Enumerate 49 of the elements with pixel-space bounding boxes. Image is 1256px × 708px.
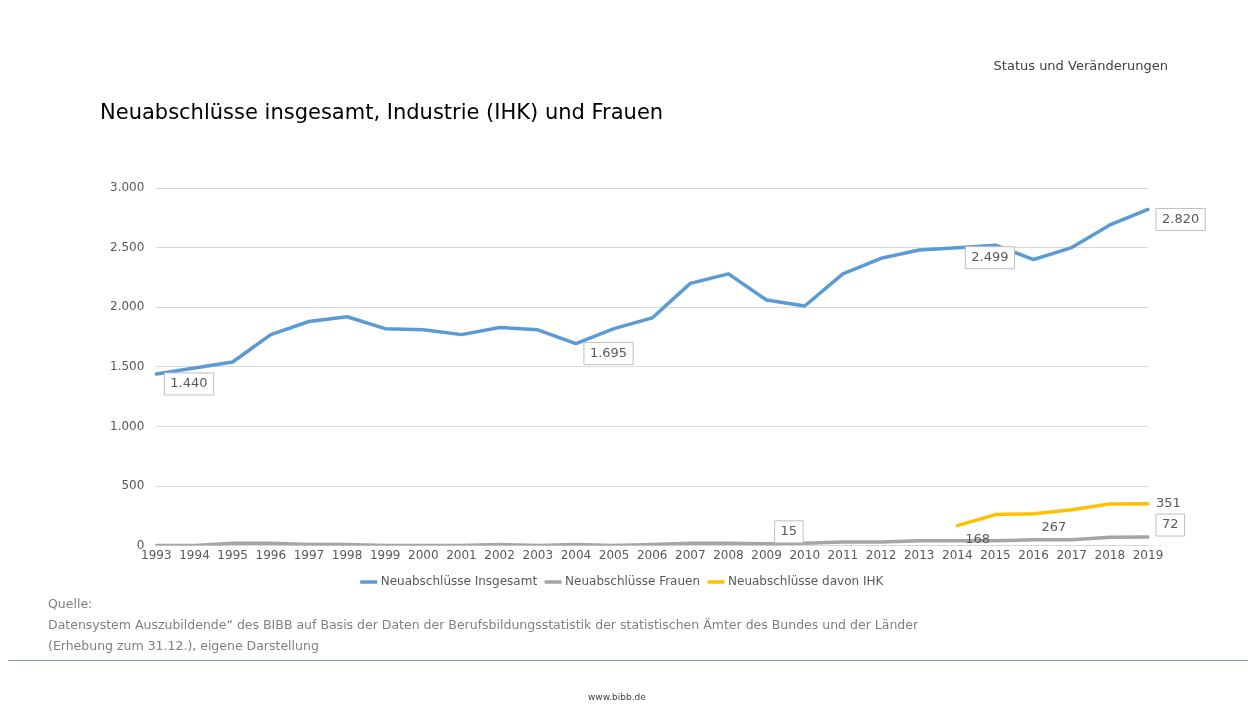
x-tick-label: 2013 xyxy=(903,547,935,562)
x-tick-label: 2016 xyxy=(1018,547,1049,562)
x-tick-label: 2004 xyxy=(560,547,592,562)
data-label: 1.440 xyxy=(170,375,208,391)
y-tick-label: 2.000 xyxy=(109,299,145,314)
x-tick-label: 2003 xyxy=(522,547,554,562)
x-tick-label: 1999 xyxy=(369,547,401,562)
data-label: 168 xyxy=(965,530,991,546)
x-tick-label: 2015 xyxy=(980,547,1011,562)
x-tick-label: 2010 xyxy=(789,547,821,562)
x-tick-label: 2007 xyxy=(675,547,706,562)
chart-title: Neuabschlüsse insgesamt, Industrie (IHK) und Frauen xyxy=(100,100,664,124)
x-tick-label: 2019 xyxy=(1132,547,1164,562)
data-label: 351 xyxy=(1156,495,1181,511)
x-tick-label: 2000 xyxy=(408,547,439,562)
legend-label: Neuabschlüsse Insgesamt xyxy=(380,574,538,589)
x-tick-label: 1996 xyxy=(255,547,287,562)
x-tick-label: 2006 xyxy=(636,547,668,562)
legend-label: Neuabschlüsse Frauen xyxy=(565,574,701,589)
x-tick-label: 2011 xyxy=(827,547,859,562)
data-label: 2.499 xyxy=(971,249,1009,265)
x-tick-label: 2005 xyxy=(598,547,630,562)
x-tick-label: 2018 xyxy=(1094,547,1126,562)
text: www.bibb.de xyxy=(588,692,646,702)
source-note: Quelle: Datensystem Auszubildende“ des BIBB auf Basis der Daten der Berufsbildungsstatistik der statistischen Ämter des Bundes und der Länder (Erhebung zum 31.12.), eigene Darstellung xyxy=(48,595,919,655)
x-tick-label: 2014 xyxy=(942,547,973,562)
data-label: 72 xyxy=(1162,516,1179,532)
legend-label: Neuabschlüsse davon IHK xyxy=(728,574,885,589)
x-tick-label: 1997 xyxy=(293,547,325,562)
x-tick-label: 1994 xyxy=(179,547,210,562)
y-tick-label: 1.000 xyxy=(109,418,145,433)
x-tick-label: 2012 xyxy=(865,547,897,562)
x-tick-label: 2001 xyxy=(446,547,477,562)
x-tick-label: 2017 xyxy=(1056,547,1087,562)
y-tick-label: 1.500 xyxy=(109,358,145,373)
y-tick-label: 500 xyxy=(121,478,145,493)
data-label: 1.695 xyxy=(589,344,628,360)
chart-subtitle: Status und Veränderungen xyxy=(993,58,1168,73)
x-tick-label: 1998 xyxy=(331,547,363,562)
x-tick-label: 2002 xyxy=(484,547,515,562)
x-tick-label: 1993 xyxy=(141,547,172,562)
y-tick-label: 2.500 xyxy=(109,239,145,254)
x-tick-label: 2009 xyxy=(751,547,782,562)
y-tick-label: 3.000 xyxy=(109,180,145,195)
x-tick-label: 1995 xyxy=(217,547,248,562)
x-tick-label: 2008 xyxy=(713,547,744,562)
data-label: 15 xyxy=(780,523,798,539)
data-label: 2.820 xyxy=(1162,210,1200,226)
data-label: 267 xyxy=(1041,519,1067,535)
